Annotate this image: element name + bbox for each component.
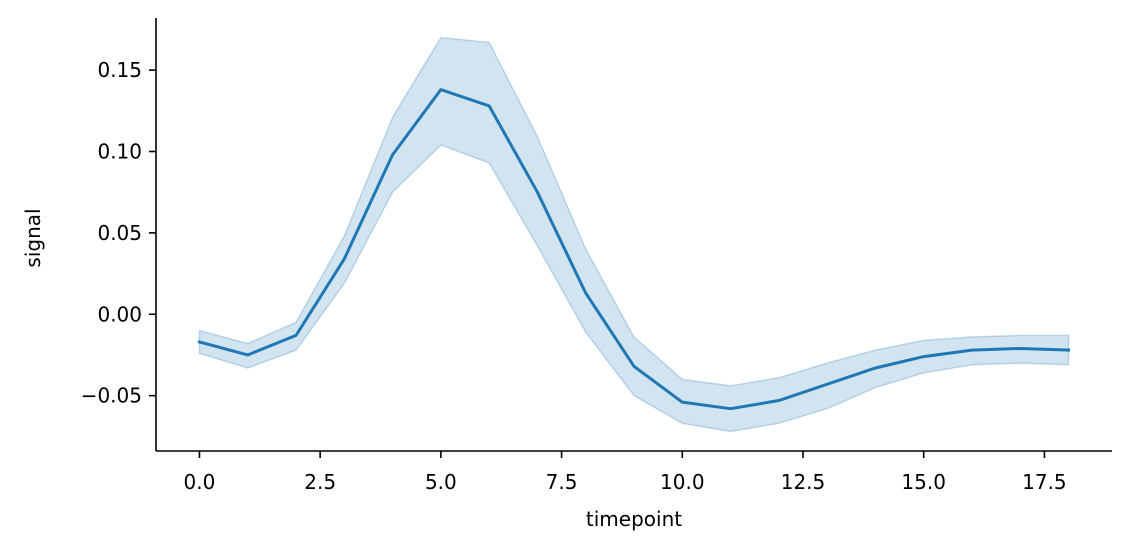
x-tick-label: 15.0 bbox=[901, 470, 946, 494]
y-tick-label: 0.00 bbox=[97, 302, 142, 326]
series-line-layer bbox=[197, 88, 1071, 411]
confidence-band bbox=[198, 36, 1070, 433]
y-tick-label: 0.10 bbox=[97, 139, 142, 163]
y-tick-label: −0.05 bbox=[81, 384, 142, 408]
x-tick-label: 0.0 bbox=[184, 470, 216, 494]
x-tick-label: 12.5 bbox=[781, 470, 826, 494]
axes bbox=[155, 18, 1112, 452]
x-tick-label: 2.5 bbox=[304, 470, 336, 494]
y-tick-label: 0.15 bbox=[97, 58, 142, 82]
x-tick-label: 7.5 bbox=[546, 470, 578, 494]
ticks: 0.0 2.5 5.0 7.5 10.0 12.5 15.0 17.5 −0.05 0.00 0.0… bbox=[81, 58, 1067, 494]
x-tick-label: 17.5 bbox=[1022, 470, 1067, 494]
x-tick-label: 10.0 bbox=[660, 470, 705, 494]
y-tick-label: 0.05 bbox=[97, 221, 142, 245]
y-axis-label: signal bbox=[21, 208, 45, 267]
series-line bbox=[197, 88, 1071, 411]
confidence-band-layer bbox=[198, 36, 1070, 433]
x-tick-label: 5.0 bbox=[425, 470, 457, 494]
x-axis-label: timepoint bbox=[586, 507, 682, 531]
